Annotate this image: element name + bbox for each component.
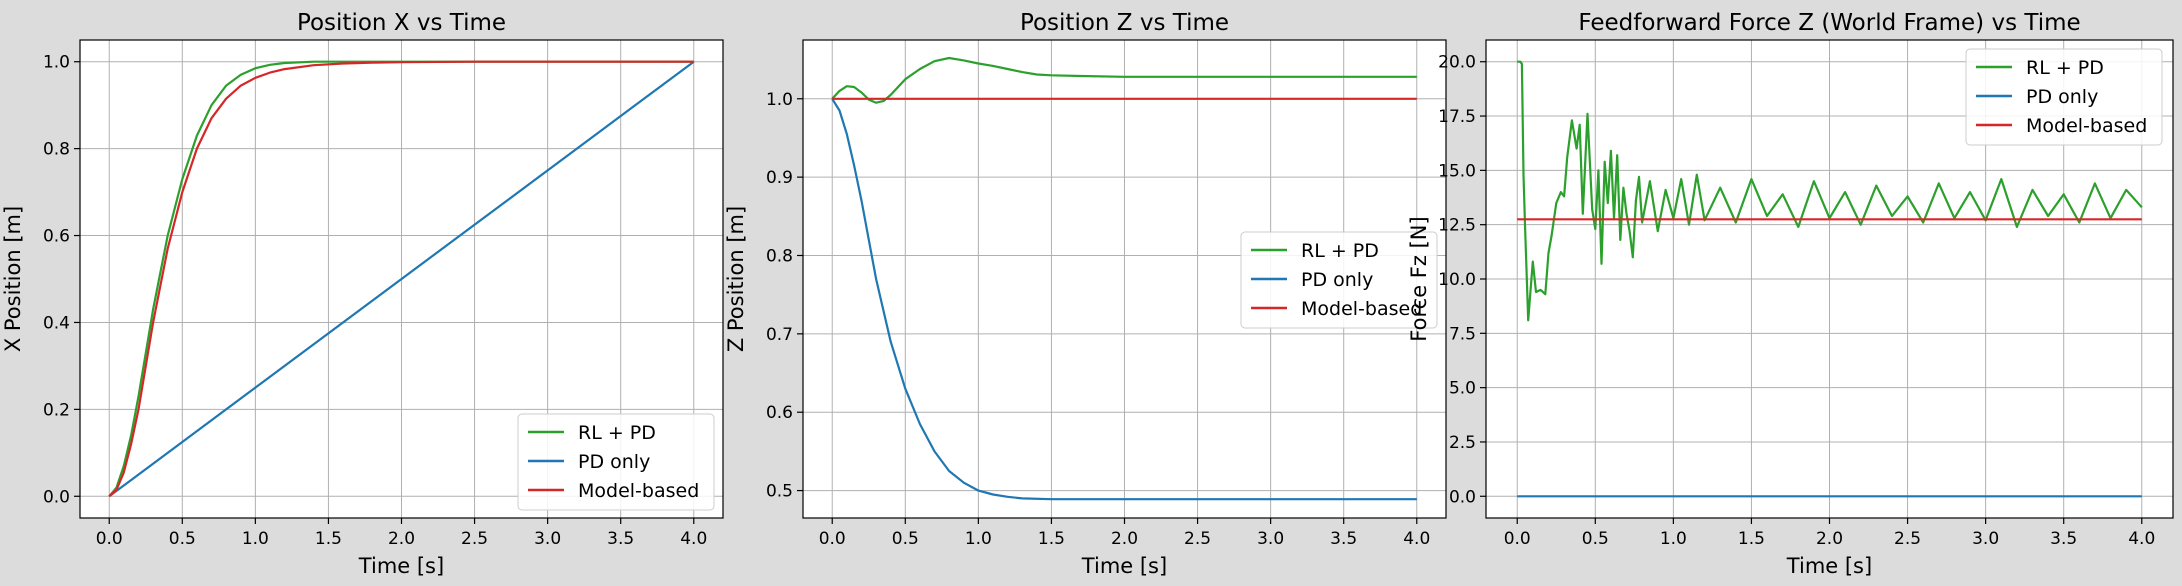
y-tick-label: 0.8 (766, 246, 793, 266)
y-tick-label: 20.0 (1438, 53, 1476, 73)
y-tick-label: 1.0 (43, 53, 70, 73)
legend-label: Model-based (578, 480, 699, 502)
x-tick-label: 1.0 (242, 529, 269, 549)
x-tick-label: 0.0 (96, 529, 123, 549)
y-tick-label: 0.2 (43, 400, 70, 420)
legend: RL + PD PD only Model-based (1965, 48, 2163, 146)
x-tick-label: 2.0 (1111, 529, 1138, 549)
x-tick-label: 0.0 (1504, 529, 1531, 549)
x-tick-label: 3.5 (2050, 529, 2077, 549)
x-tick-label: 1.5 (315, 529, 342, 549)
y-tick-label: 0.4 (43, 313, 70, 333)
x-tick-label: 2.0 (1816, 529, 1843, 549)
y-tick-label: 15.0 (1438, 161, 1476, 181)
x-tick-label: 1.5 (1038, 529, 1065, 549)
chart-3: 0.0 0.5 1.0 1.5 2.0 2.5 3.0 3.5 4.0 0.0 2.5 5.0 7.5 1… (1407, 10, 2174, 578)
y-tick-label: 0.7 (766, 325, 793, 345)
legend-box (1965, 48, 2163, 146)
y-tick-label: 12.5 (1438, 216, 1476, 236)
legend-label: RL + PD (578, 422, 656, 444)
y-tick-label: 0.6 (43, 227, 70, 247)
y-tick-label: 7.5 (1449, 324, 1476, 344)
series-line-pd-only (831, 98, 1417, 501)
legend-label: PD only (1301, 269, 1373, 291)
x-axis-label: Time [s] (358, 554, 444, 578)
y-tick-label: 0.0 (43, 487, 70, 507)
legend-label: Model-based (2026, 115, 2147, 137)
y-tick-label: 10.0 (1438, 270, 1476, 290)
y-tick-label: 17.5 (1438, 107, 1476, 127)
plot-frame (802, 39, 1447, 519)
y-tick-label: 2.5 (1449, 433, 1476, 453)
series-line-model-based (108, 60, 694, 498)
legend-box (1240, 231, 1438, 329)
y-axis-label: Z Position [m] (724, 206, 748, 352)
chart-title: Position Z vs Time (1020, 10, 1229, 36)
chart-1: 0.0 0.5 1.0 1.5 2.0 2.5 3.0 3.5 4.0 0.0 0.2 0.4 0.6 0… (1, 10, 724, 578)
series-line-rl-pd (108, 60, 694, 498)
plot-frame (1485, 39, 2174, 519)
x-tick-label: 1.0 (965, 529, 992, 549)
x-tick-label: 3.5 (1330, 529, 1357, 549)
chart-2: 0.0 0.5 1.0 1.5 2.0 2.5 3.0 3.5 4.0 0.5 0.6 0.7 0.8 0… (724, 10, 1447, 578)
y-tick-label: 0.5 (766, 482, 793, 502)
series-line-pd-only (108, 60, 695, 498)
x-tick-label: 3.5 (607, 529, 634, 549)
legend-label: Model-based (1301, 298, 1422, 320)
legend: RL + PD PD only Model-based (1240, 231, 1438, 329)
x-tick-label: 2.5 (461, 529, 488, 549)
x-axis-label: Time [s] (1081, 554, 1167, 578)
y-tick-label: 1.0 (766, 90, 793, 110)
y-tick-label: 0.0 (1449, 487, 1476, 507)
series-line-rl-pd (1517, 60, 2143, 322)
x-tick-label: 4.0 (680, 529, 707, 549)
x-tick-label: 1.5 (1738, 529, 1765, 549)
x-tick-label: 4.0 (2128, 529, 2155, 549)
x-tick-label: 0.5 (1582, 529, 1609, 549)
x-axis-label: Time [s] (1786, 554, 1872, 578)
y-axis-label: X Position [m] (1, 206, 25, 352)
x-tick-label: 2.5 (1894, 529, 1921, 549)
legend: RL + PD PD only Model-based (517, 413, 715, 511)
x-tick-label: 2.5 (1184, 529, 1211, 549)
legend-label: PD only (2026, 86, 2098, 108)
y-tick-label: 0.9 (766, 168, 793, 188)
legend-box (517, 413, 715, 511)
x-tick-label: 2.0 (388, 529, 415, 549)
chart-title: Feedforward Force Z (World Frame) vs Tim… (1578, 10, 2080, 36)
chart-title: Position X vs Time (297, 10, 506, 36)
x-tick-label: 3.0 (534, 529, 561, 549)
x-tick-label: 0.5 (892, 529, 919, 549)
x-tick-label: 4.0 (1403, 529, 1430, 549)
legend-label: PD only (578, 451, 650, 473)
y-tick-label: 0.8 (43, 140, 70, 160)
y-tick-label: 0.6 (766, 403, 793, 423)
x-tick-label: 3.0 (1257, 529, 1284, 549)
x-tick-label: 0.0 (819, 529, 846, 549)
legend-label: RL + PD (2026, 57, 2104, 79)
legend-label: RL + PD (1301, 240, 1379, 262)
y-tick-label: 5.0 (1449, 379, 1476, 399)
x-tick-label: 1.0 (1660, 529, 1687, 549)
x-tick-label: 3.0 (1972, 529, 1999, 549)
y-axis-label: Force Fz [N] (1407, 216, 1431, 341)
plot-frame (79, 39, 724, 519)
x-tick-label: 0.5 (169, 529, 196, 549)
series-line-rl-pd (831, 56, 1417, 104)
